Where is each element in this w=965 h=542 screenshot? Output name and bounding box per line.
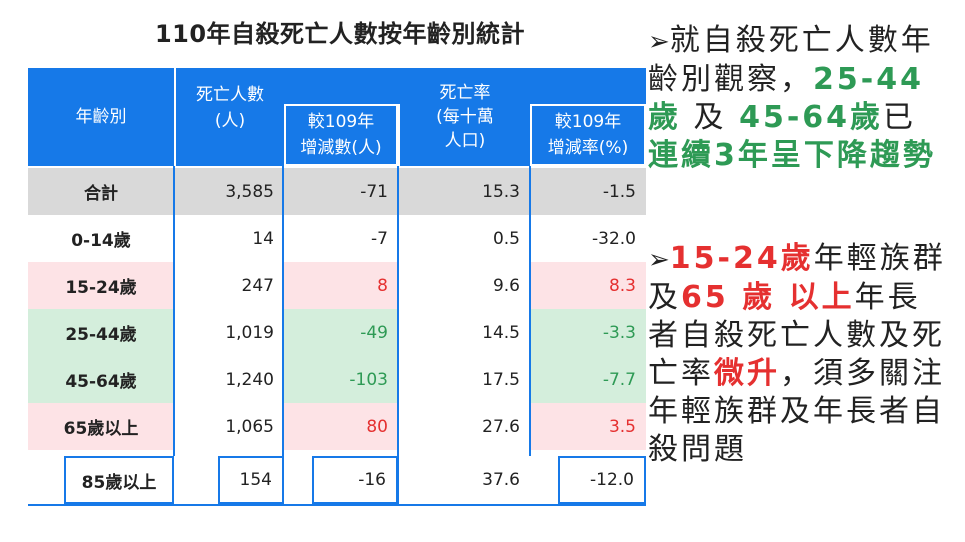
cell-change: 8 — [284, 262, 398, 309]
bullet-text: 已 — [883, 100, 917, 135]
divider — [173, 166, 175, 456]
header-rate-change: 較109年 增減率(%) — [530, 104, 646, 166]
table-row: 45-64歲 1,240 -103 17.5 -7.7 — [28, 356, 646, 403]
highlight-red: 微升 — [714, 356, 780, 391]
cell-change: 80 — [284, 403, 398, 450]
table-row: 15-24歲 247 8 9.6 8.3 — [28, 262, 646, 309]
cell-age: 15-24歲 — [28, 262, 174, 309]
cell-deaths: 1,065 — [225, 416, 274, 437]
header-age: 年齡別 — [28, 68, 174, 166]
highlight-green: 25-44 歲 — [648, 62, 924, 135]
statistics-table: 年齡別 死亡人數 (人) 較109年 增減數(人) 死亡率 (每十萬 人口) 較… — [28, 68, 646, 508]
highlight-red: 65 歲 以上 — [681, 280, 855, 315]
cell-change: -7 — [371, 228, 388, 249]
table-row: 25-44歲 1,019 -49 14.5 -3.3 — [28, 309, 646, 356]
cell-age: 合計 — [84, 184, 118, 204]
arrow-bullet-icon: ➢ — [648, 245, 670, 275]
cell-rate-change: 8.3 — [530, 262, 646, 309]
cell-rate-change: 3.5 — [530, 403, 646, 450]
table-row-85-plus: 85歲以上 154 -16 37.6 -12.0 — [28, 456, 646, 504]
divider — [28, 504, 646, 506]
cell-change: -103 — [284, 356, 398, 403]
highlight-green: 連續3年呈下降趨勢 — [648, 138, 936, 173]
cell-rate: 17.5 — [482, 369, 520, 390]
cell-rate-change: -3.3 — [530, 309, 646, 356]
bullet-point-1: ➢就自殺死亡人數年齡別觀察，25-44 歲 及 45-64歲已連續3年呈下降趨勢 — [648, 22, 948, 175]
cell-rate: 14.5 — [482, 322, 520, 343]
cell-rate-change: -32.0 — [592, 228, 636, 249]
table-title: 110年自殺死亡人數按年齡別統計 — [154, 20, 526, 48]
cell-age: 45-64歲 — [28, 356, 174, 403]
bullet-text: 年長者自殺死亡人數及死亡率 — [648, 280, 945, 391]
header-deaths-top — [284, 68, 398, 104]
cell-rate: 37.6 — [482, 470, 520, 490]
bullet-text: ，須多關注年輕族群及年長者自殺問題 — [648, 356, 945, 467]
arrow-bullet-icon: ➢ — [648, 27, 670, 57]
divider — [397, 166, 399, 504]
divider — [282, 166, 284, 456]
highlight-green: 45-64歲 — [739, 100, 884, 135]
header-deaths-change: 較109年 增減數(人) — [284, 104, 398, 166]
bullet-text: 年輕族群及 — [648, 241, 946, 315]
cell-deaths: 14 — [252, 228, 274, 249]
cell-rate: 27.6 — [482, 416, 520, 437]
highlight-red: 15-24歲 — [669, 241, 814, 276]
cell-deaths: 247 — [241, 275, 274, 296]
cell-age: 0-14歲 — [71, 231, 131, 251]
divider — [529, 166, 531, 456]
cell-rate-change: -7.7 — [530, 356, 646, 403]
cell-rate-change: -1.5 — [602, 181, 636, 202]
cell-deaths: 1,019 — [225, 322, 274, 343]
bullet-point-2: ➢15-24歲年輕族群及65 歲 以上年長者自殺死亡人數及死亡率微升，須多關注年… — [648, 240, 948, 469]
cell-deaths: 154 — [218, 456, 284, 504]
cell-rate: 9.6 — [492, 275, 520, 296]
header-rate: 死亡率 (每十萬 人口) — [400, 68, 530, 166]
header-deaths: 死亡人數 (人) — [176, 68, 284, 166]
cell-deaths: 1,240 — [225, 369, 274, 390]
cell-rate: 0.5 — [492, 228, 520, 249]
bullet-text: 就自殺死亡人數年齡別觀察， — [648, 23, 934, 97]
cell-age: 25-44歲 — [28, 309, 174, 356]
cell-change: -16 — [312, 456, 398, 504]
cell-age: 85歲以上 — [64, 456, 174, 504]
cell-rate-change: -12.0 — [558, 456, 646, 504]
table-row-total: 合計 3,585 -71 15.3 -1.5 — [28, 168, 646, 215]
bullet-text: 及 — [681, 100, 740, 135]
cell-change: -49 — [284, 309, 398, 356]
cell-change: -71 — [360, 181, 388, 202]
table-row: 65歲以上 1,065 80 27.6 3.5 — [28, 403, 646, 450]
cell-age: 65歲以上 — [28, 403, 174, 450]
table-row: 0-14歲 14 -7 0.5 -32.0 — [28, 215, 646, 262]
cell-rate: 15.3 — [482, 181, 520, 202]
cell-deaths: 3,585 — [225, 181, 274, 202]
